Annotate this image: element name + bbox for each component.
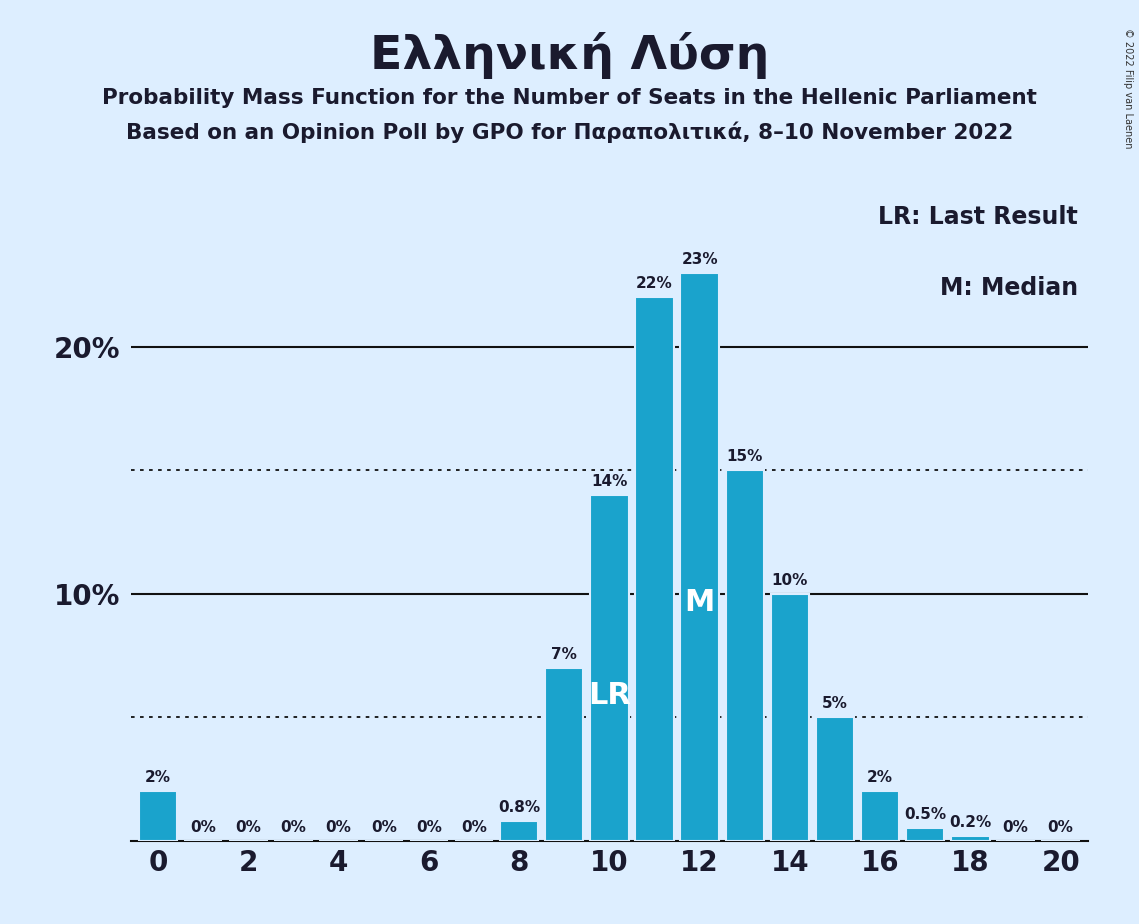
Text: 0%: 0% (1048, 820, 1074, 834)
Text: 10%: 10% (772, 573, 808, 588)
Text: LR: LR (588, 681, 631, 711)
Text: 0.2%: 0.2% (949, 815, 992, 830)
Text: 15%: 15% (727, 449, 763, 464)
Bar (816, 717, 854, 841)
Bar (500, 821, 539, 841)
Text: 0%: 0% (236, 820, 261, 834)
Bar (726, 470, 764, 841)
Text: Probability Mass Function for the Number of Seats in the Hellenic Parliament: Probability Mass Function for the Number… (103, 88, 1036, 108)
Text: M: M (685, 588, 715, 616)
Text: 0%: 0% (326, 820, 352, 834)
Text: 0%: 0% (280, 820, 306, 834)
Text: © 2022 Filip van Laenen: © 2022 Filip van Laenen (1123, 28, 1133, 148)
Text: 0%: 0% (416, 820, 442, 834)
Text: M: Median: M: Median (940, 275, 1079, 299)
Bar (546, 668, 583, 841)
Text: 0%: 0% (190, 820, 216, 834)
Bar (771, 594, 809, 841)
Text: 0.5%: 0.5% (904, 808, 947, 822)
Text: 0%: 0% (371, 820, 396, 834)
Text: 7%: 7% (551, 647, 577, 662)
Bar (636, 298, 673, 841)
Text: 0%: 0% (461, 820, 486, 834)
Bar (861, 792, 900, 841)
Text: 2%: 2% (867, 771, 893, 785)
Text: 2%: 2% (145, 771, 171, 785)
Text: 23%: 23% (681, 251, 718, 267)
Bar (590, 495, 629, 841)
Text: 22%: 22% (636, 276, 673, 291)
Text: Ελληνική Λύση: Ελληνική Λύση (370, 32, 769, 79)
Text: 14%: 14% (591, 474, 628, 489)
Bar (680, 273, 719, 841)
Bar (951, 836, 990, 841)
Text: 0.8%: 0.8% (498, 800, 540, 815)
Text: LR: Last Result: LR: Last Result (878, 205, 1079, 229)
Text: Based on an Opinion Poll by GPO for Παραπολιτικά, 8–10 November 2022: Based on an Opinion Poll by GPO for Παρα… (126, 122, 1013, 143)
Text: 0%: 0% (1002, 820, 1029, 834)
Text: 5%: 5% (822, 696, 847, 711)
Bar (139, 792, 178, 841)
Bar (907, 829, 944, 841)
